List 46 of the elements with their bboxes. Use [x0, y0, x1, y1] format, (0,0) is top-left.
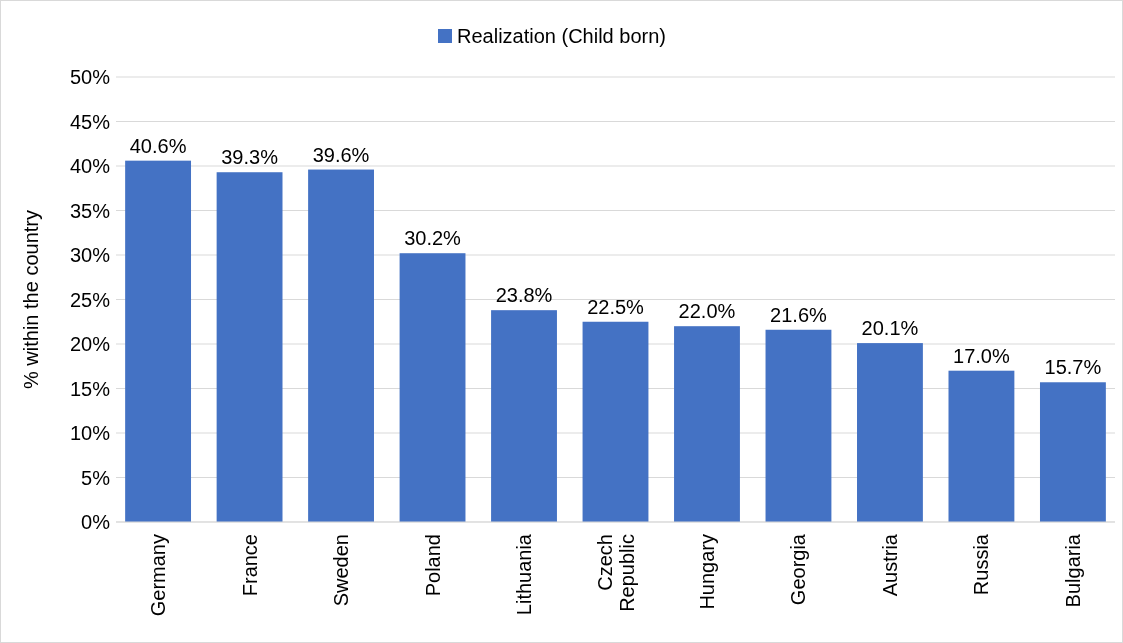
- y-tick-label: 35%: [69, 199, 111, 222]
- x-tick-label: Poland: [421, 534, 444, 597]
- bar: [948, 370, 1015, 522]
- data-label: 17.0%: [953, 344, 1010, 367]
- bar: [674, 326, 740, 522]
- bar: [399, 253, 466, 522]
- y-tick-label: 15%: [69, 377, 111, 400]
- x-tick-label: Austria: [878, 533, 901, 597]
- y-tick-label: 20%: [69, 333, 111, 355]
- bar: [765, 329, 832, 522]
- data-label: 30.2%: [404, 227, 462, 250]
- data-label: 40.6%: [129, 134, 187, 157]
- x-tick-label: Russia: [970, 533, 993, 596]
- data-label: 22.5%: [587, 295, 645, 318]
- bar: [216, 172, 283, 522]
- bar: [1039, 382, 1106, 522]
- x-tick-label: Hungary: [695, 534, 718, 610]
- data-label: 22.0%: [678, 300, 736, 323]
- y-tick-label: 25%: [69, 288, 111, 311]
- y-tick-label: 50%: [69, 66, 111, 88]
- x-tick-label: Czech Republic: [593, 534, 638, 612]
- data-label: 23.8%: [495, 284, 553, 307]
- x-tick-label: Germany: [147, 534, 170, 617]
- x-tick-label: France: [238, 534, 261, 597]
- y-tick-label: 40%: [69, 155, 111, 177]
- y-tick-label: 45%: [69, 110, 111, 133]
- y-tick-label: 30%: [69, 244, 111, 266]
- x-tick-label: Bulgaria: [1061, 533, 1084, 608]
- data-label: 15.7%: [1044, 356, 1102, 379]
- legend-label: Realization (Child born): [457, 25, 666, 47]
- data-label: 21.6%: [770, 303, 828, 326]
- y-axis-title: % within the country: [20, 210, 42, 389]
- x-tick-label: Georgia: [787, 533, 810, 606]
- x-tick-label: Sweden: [330, 534, 353, 607]
- bar: [308, 169, 374, 522]
- bar: [857, 343, 923, 522]
- y-tick-label: 5%: [81, 466, 111, 489]
- bar: [582, 321, 649, 522]
- y-tick-label: 0%: [81, 511, 111, 533]
- data-label: 20.1%: [861, 317, 919, 340]
- bar: [125, 160, 192, 522]
- bar: [491, 310, 557, 522]
- data-label: 39.6%: [312, 143, 370, 166]
- y-tick-label: 10%: [69, 422, 111, 444]
- data-label: 39.3%: [221, 146, 279, 169]
- x-tick-label: Lithuania: [513, 533, 536, 616]
